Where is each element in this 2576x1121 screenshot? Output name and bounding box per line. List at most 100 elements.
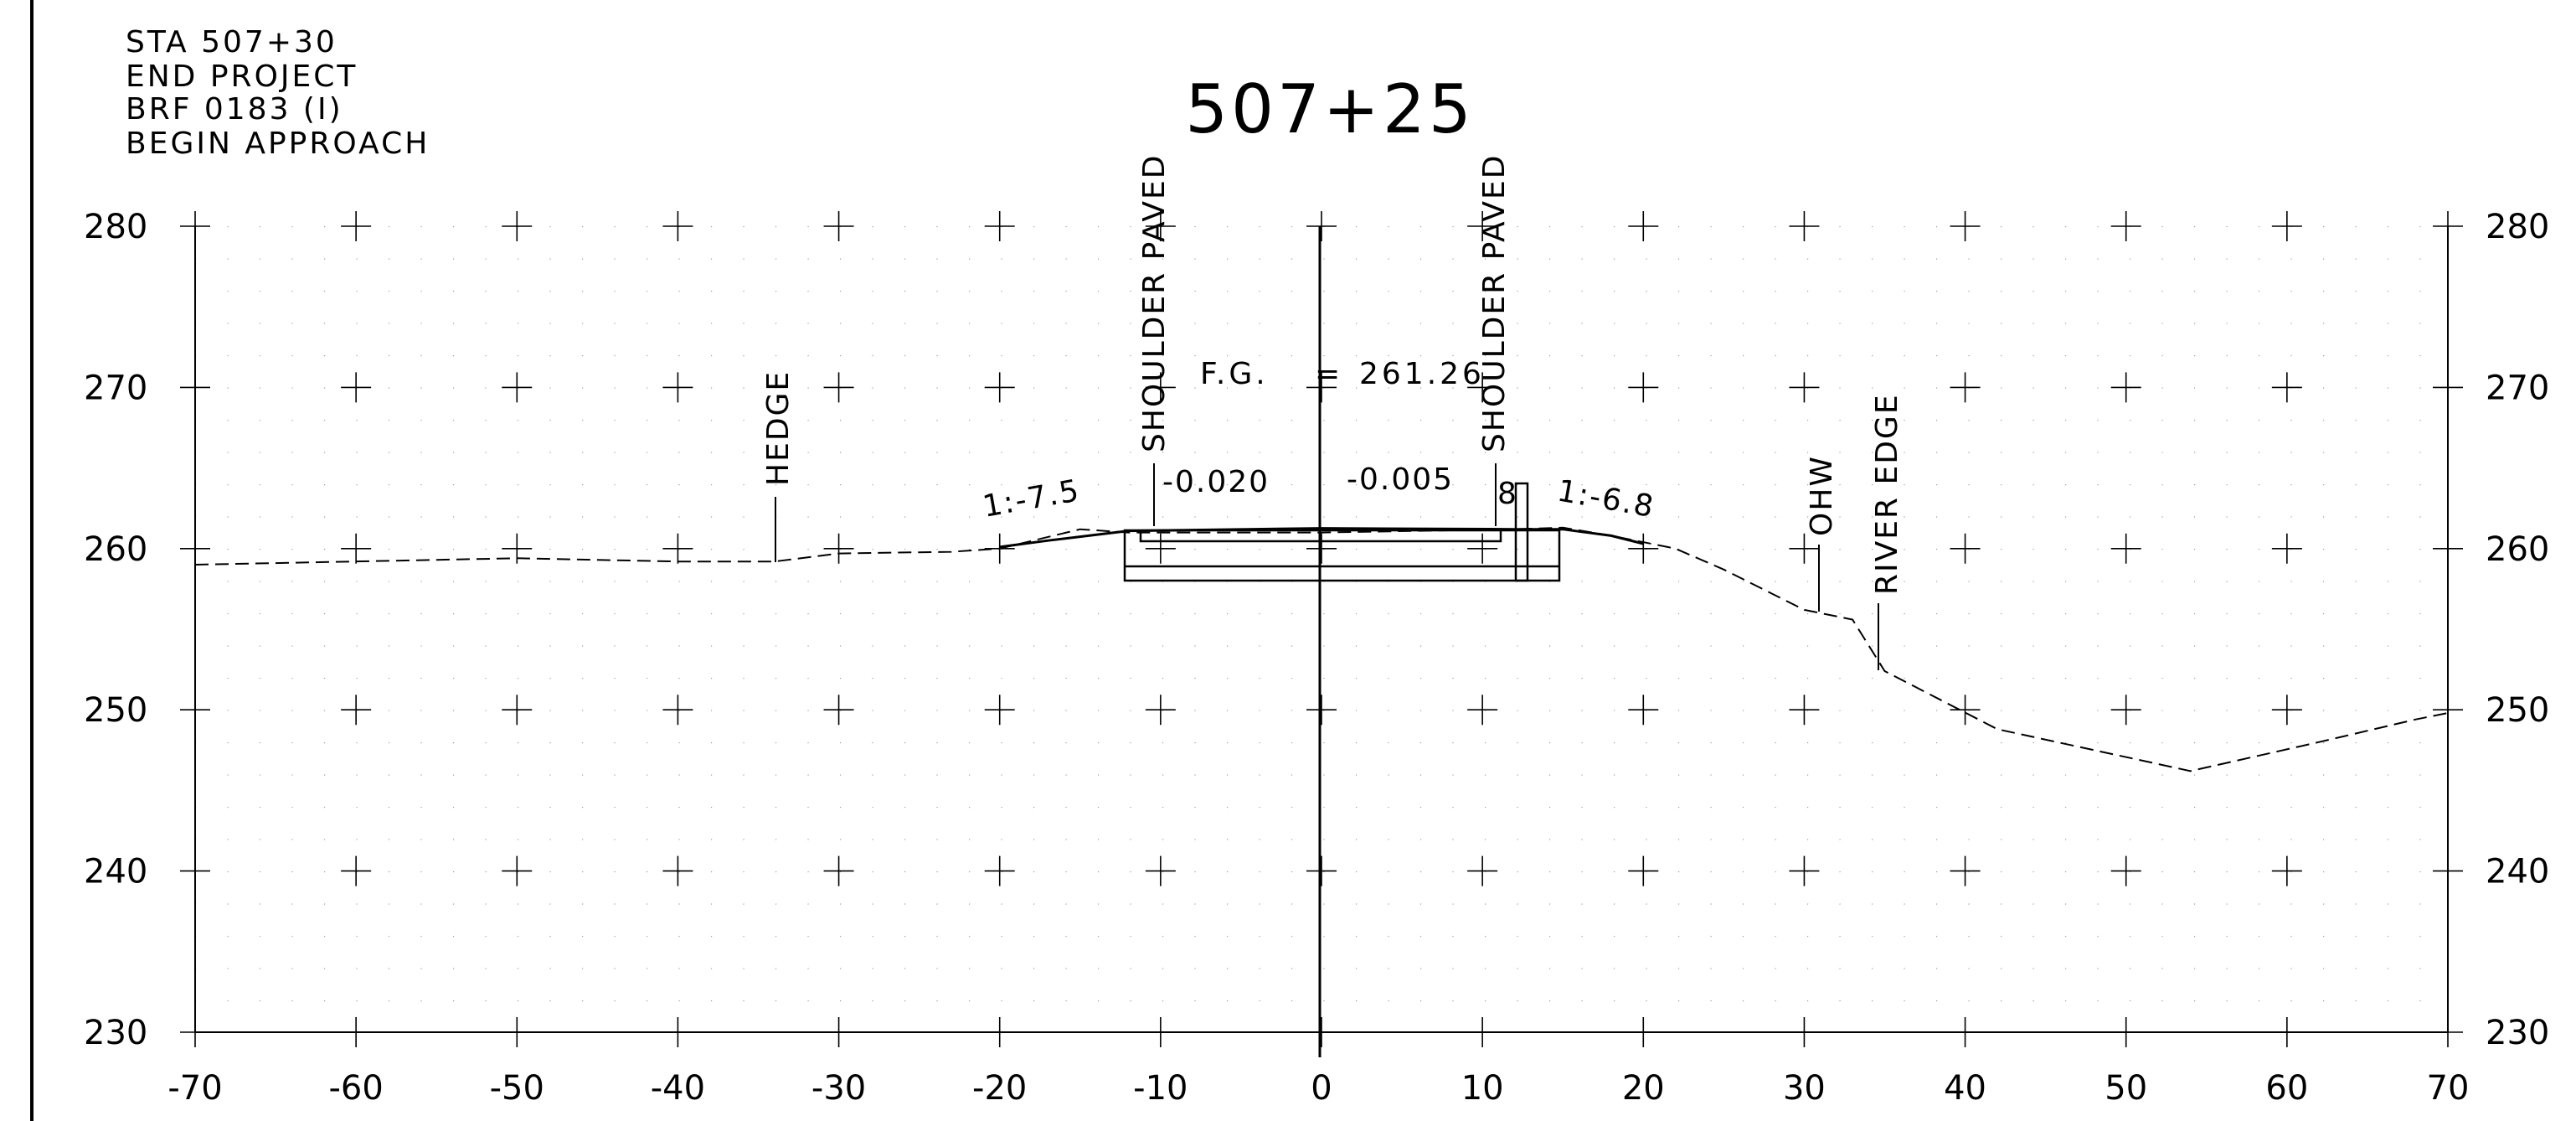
finished-grade-equals: =	[1315, 357, 1343, 391]
grid-plus	[2433, 1017, 2463, 1047]
grid-plus	[823, 695, 854, 726]
grid-plus	[1950, 695, 1981, 726]
curb	[1514, 482, 1529, 582]
grid-plus	[2110, 695, 2141, 726]
grid-plus	[2271, 1017, 2302, 1047]
grid-plus	[1628, 695, 1659, 726]
grid-plus	[1306, 533, 1337, 564]
grid-plus	[341, 1017, 372, 1047]
x-tick-label: 70	[2427, 1069, 2470, 1108]
grid-plus	[341, 695, 372, 726]
y-tick-label-right: 230	[2486, 1014, 2549, 1052]
finished-grade-value: 261.26	[1359, 357, 1485, 391]
grid-plus	[823, 372, 854, 403]
grid-plus	[662, 1017, 693, 1047]
grid-plus	[984, 1017, 1015, 1047]
grid-plus	[180, 855, 210, 886]
grid-plus	[1950, 1017, 1981, 1047]
grid-plus	[502, 372, 533, 403]
grid-plus	[1467, 1017, 1498, 1047]
grid-plus	[1628, 372, 1659, 403]
pavement-base	[1123, 529, 1561, 582]
grid-plus	[1628, 211, 1659, 241]
x-tick-label: -50	[490, 1069, 544, 1108]
grid-plus	[341, 855, 372, 886]
grid-plus	[1145, 1017, 1176, 1047]
shoulder-paved-left: SHOULDER PAVED	[1137, 154, 1172, 452]
grid-plus	[1145, 533, 1176, 564]
annotations: HEDGE SHOULDER PAVED SHOULDER PAVED F.G.…	[761, 154, 1904, 670]
finished-grade-label: F.G.	[1200, 357, 1269, 391]
grid-plus	[1306, 695, 1337, 726]
existing-ground-line	[194, 526, 2449, 772]
grid-plus	[984, 211, 1015, 241]
grid-plus	[1306, 1017, 1337, 1047]
cross-slope-right: -0.005	[1347, 462, 1454, 497]
proposed-grade-line	[999, 527, 1644, 549]
grid-plus	[1950, 211, 1981, 241]
y-tick-label-right: 260	[2486, 530, 2549, 569]
grid-plus	[1628, 533, 1659, 564]
grid-plus	[2271, 855, 2302, 886]
ground-profiles	[194, 526, 2449, 772]
grid-plus	[1789, 855, 1820, 886]
grid-plus	[2271, 533, 2302, 564]
surface-course	[1139, 530, 1502, 543]
grid-plus	[2110, 211, 2141, 241]
grid-plus	[1145, 211, 1176, 241]
grid-plus	[1306, 855, 1337, 886]
curb-label: 8	[1497, 477, 1518, 511]
grid-plus	[341, 372, 372, 403]
hedge-label: HEDGE	[761, 370, 796, 486]
grid-plus	[180, 695, 210, 726]
grid-plus	[2433, 372, 2463, 403]
grid-plus	[1628, 855, 1659, 886]
ohw-label: OHW	[1805, 455, 1839, 536]
grid-plus	[2110, 855, 2141, 886]
y-tick-label-right: 240	[2486, 853, 2549, 891]
x-tick-label: 0	[1311, 1069, 1332, 1108]
y-tick-label-left: 260	[84, 530, 147, 569]
x-tick-label: 20	[1622, 1069, 1665, 1108]
grid-plus	[2110, 372, 2141, 403]
grid-plus	[180, 372, 210, 403]
grid-plus	[662, 695, 693, 726]
grid-plus	[502, 211, 533, 241]
grid-plus	[180, 1017, 210, 1047]
note-begin-approach: BEGIN APPROACH	[126, 127, 430, 161]
grid-plus	[1628, 1017, 1659, 1047]
pavement-section	[1123, 482, 1561, 582]
grid-plus	[2433, 533, 2463, 564]
grid-plus	[662, 211, 693, 241]
grid-plus	[823, 533, 854, 564]
grid-plus	[662, 855, 693, 886]
x-tick-label: 10	[1461, 1069, 1504, 1108]
grid-plus	[502, 855, 533, 886]
grid-plus	[502, 1017, 533, 1047]
grid-plus	[1467, 855, 1498, 886]
y-tick-label-left: 270	[84, 369, 147, 407]
grid-plus	[1789, 533, 1820, 564]
x-tick-label: -30	[811, 1069, 866, 1108]
grid-plus	[1467, 372, 1498, 403]
x-tick-label: -60	[328, 1069, 383, 1108]
y-tick-label-right: 250	[2486, 691, 2549, 730]
x-tick-label: 40	[1944, 1069, 1986, 1108]
x-tick-label: -20	[972, 1069, 1027, 1108]
y-tick-label-left: 250	[84, 691, 147, 730]
grid-plus	[984, 855, 1015, 886]
grid-plus	[662, 372, 693, 403]
y-tick-label-left: 240	[84, 853, 147, 891]
note-end-project: END PROJECT	[126, 59, 358, 94]
grid-plus	[502, 695, 533, 726]
grid-plus	[2271, 211, 2302, 241]
x-tick-label: 50	[2105, 1069, 2147, 1108]
note-station: STA 507+30	[126, 25, 337, 59]
grid-plus	[1789, 695, 1820, 726]
axis-ticks: -70 -60 -50 -40 -30 -20 -10 0 10 20 30 40 50 60 70 280 2…	[84, 208, 2549, 1108]
grid-plus	[1467, 533, 1498, 564]
river-edge-label: RIVER EDGE	[1870, 393, 1904, 595]
grid-plus	[1306, 211, 1337, 241]
grid-plus	[823, 1017, 854, 1047]
